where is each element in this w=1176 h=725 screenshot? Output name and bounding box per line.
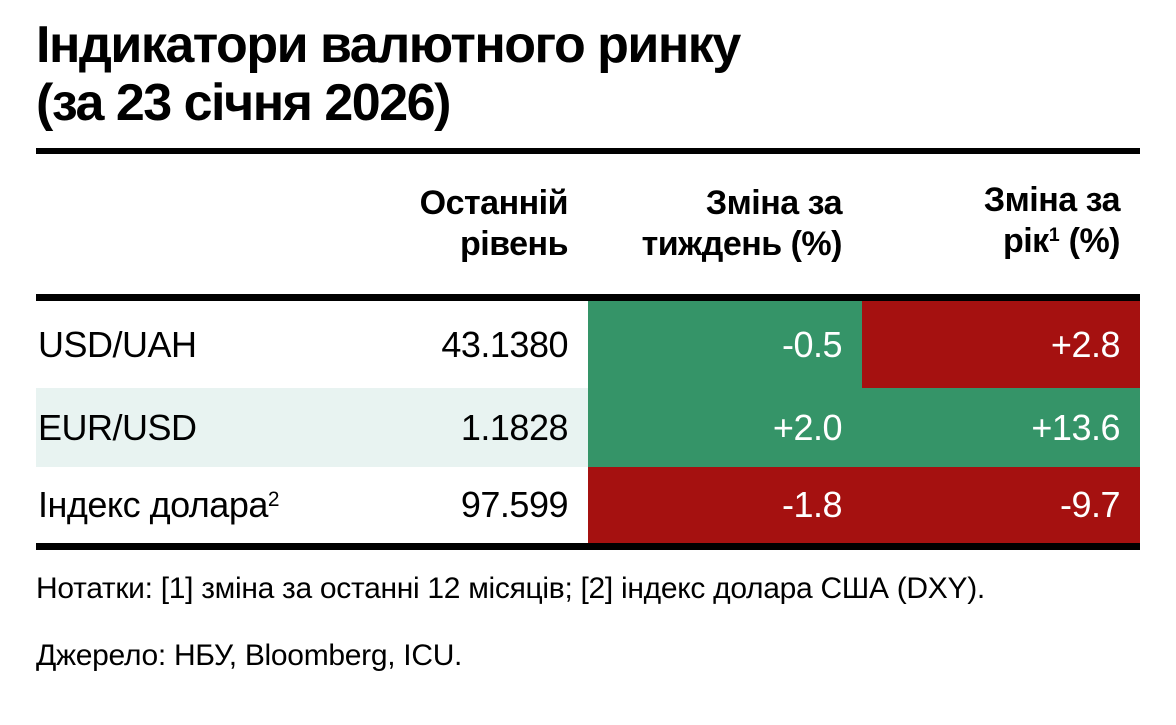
year-change-cell: +2.8 — [862, 297, 1140, 388]
source-text: Джерело: НБУ, Bloomberg, ICU. — [36, 639, 463, 672]
week-change-cell: -0.5 — [588, 297, 862, 388]
row-label: USD/UAH — [38, 323, 197, 365]
last-level-value: 97.599 — [460, 484, 569, 525]
header-indicator-empty — [36, 154, 336, 298]
year-change-cell: +13.6 — [862, 388, 1140, 467]
fx-indicators-table: Останній рівень Зміна за тиждень (%) Змі… — [36, 154, 1140, 550]
footnote-ref-2: 2 — [267, 487, 280, 511]
header-week-change: Зміна за тиждень (%) — [641, 183, 843, 263]
page-title: Індикатори валютного ринку (за 23 січня … — [36, 16, 1140, 132]
week-change-cell: +2.0 — [588, 388, 862, 467]
table-header: Останній рівень Зміна за тиждень (%) Змі… — [36, 154, 1140, 298]
last-level-value: 43.1380 — [441, 323, 568, 365]
footnote-ref-1: 1 — [1048, 224, 1060, 247]
page-title-line1: Індикатори валютного ринку — [36, 16, 741, 74]
header-row: Останній рівень Зміна за тиждень (%) Змі… — [36, 154, 1140, 298]
table-row-usd-uah: USD/UAH 43.1380 -0.5 +2.8 — [36, 297, 1140, 388]
page-title-line2: (за 23 січня 2026) — [36, 74, 451, 132]
year-change-cell: -9.7 — [862, 467, 1140, 547]
footnotes-text: Нотатки: [1] зміна за останні 12 місяців… — [36, 572, 985, 605]
table-row-eur-usd: EUR/USD 1.1828 +2.0 +13.6 — [36, 388, 1140, 467]
row-label: EUR/USD — [38, 406, 197, 448]
fx-indicators-panel: Індикатори валютного ринку (за 23 січня … — [36, 16, 1140, 672]
table-row-dollar-index: Індекс долара2 97.599 -1.8 -9.7 — [36, 467, 1140, 547]
header-last-level: Останній рівень — [419, 183, 569, 263]
title-divider-rule — [36, 148, 1140, 154]
row-label: Індекс долара2 — [38, 484, 280, 525]
week-change-cell: -1.8 — [588, 467, 862, 547]
header-year-change: Зміна за рік1 (%) — [983, 181, 1121, 260]
last-level-value: 1.1828 — [460, 406, 569, 448]
table-body: USD/UAH 43.1380 -0.5 +2.8 EUR/USD 1.1828… — [36, 297, 1140, 547]
